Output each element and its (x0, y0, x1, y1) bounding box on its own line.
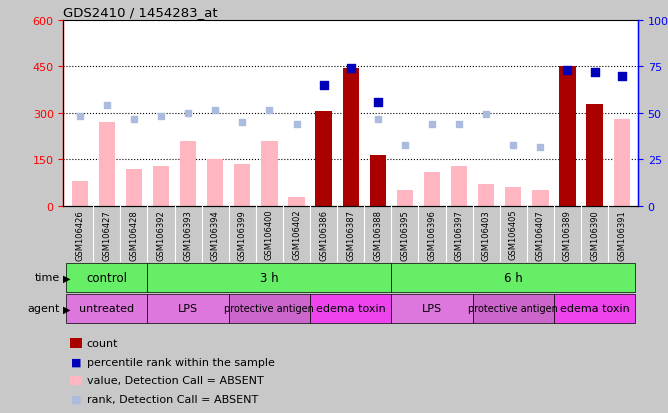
Text: 3 h: 3 h (260, 271, 279, 284)
Point (345, 66, 356, 72)
Text: GDS2410 / 1454283_at: GDS2410 / 1454283_at (63, 6, 218, 19)
Text: GSM106403: GSM106403 (482, 209, 491, 260)
Point (102, 102, 112, 109)
Bar (369, 155, 386, 206)
Bar (478, 185, 494, 206)
Text: GSM106400: GSM106400 (265, 209, 274, 260)
Point (318, 83, 329, 89)
Text: GSM106426: GSM106426 (75, 209, 84, 260)
Bar (153, 166, 169, 206)
Point (399, 143, 410, 150)
Bar (99, 123, 115, 206)
Text: rank, Detection Call = ABSENT: rank, Detection Call = ABSENT (87, 394, 258, 404)
Text: GSM106395: GSM106395 (400, 209, 409, 260)
Bar (261, 141, 277, 206)
Bar (66, 294, 148, 324)
Point (291, 121, 302, 128)
Text: GSM106402: GSM106402 (292, 209, 301, 260)
Bar (310, 294, 391, 324)
Bar (473, 294, 554, 324)
Point (264, 107, 275, 114)
Text: GSM106390: GSM106390 (590, 209, 599, 260)
Text: GSM106427: GSM106427 (102, 209, 112, 260)
Text: ▶: ▶ (63, 273, 70, 283)
Point (481, 112, 492, 119)
Text: GSM106391: GSM106391 (617, 209, 626, 260)
Text: GSM106396: GSM106396 (428, 209, 436, 260)
Bar (228, 294, 310, 324)
Bar (180, 141, 196, 206)
Text: LPS: LPS (178, 304, 198, 314)
Point (237, 120, 248, 126)
Bar (505, 188, 522, 206)
Bar (451, 166, 467, 206)
Bar (391, 263, 635, 292)
Text: ■: ■ (71, 357, 81, 367)
Point (508, 143, 518, 150)
Text: GSM106389: GSM106389 (563, 209, 572, 260)
Bar (343, 69, 359, 206)
Point (210, 107, 220, 114)
Text: LPS: LPS (422, 304, 442, 314)
Point (156, 113, 166, 120)
Bar (397, 191, 413, 206)
Bar (559, 67, 576, 206)
Bar (369, 188, 386, 206)
Text: untreated: untreated (79, 304, 134, 314)
Point (454, 121, 464, 128)
Bar (554, 294, 635, 324)
Bar (234, 165, 250, 206)
Text: agent: agent (28, 304, 60, 314)
Text: GSM106393: GSM106393 (184, 209, 192, 260)
Text: protective antigen: protective antigen (468, 304, 558, 314)
Bar (391, 294, 473, 324)
Bar (148, 263, 391, 292)
Bar (613, 120, 630, 206)
Text: GSM106428: GSM106428 (130, 209, 138, 260)
Text: ▶: ▶ (63, 304, 70, 314)
Text: GSM106405: GSM106405 (509, 209, 518, 260)
Bar (424, 173, 440, 206)
Text: GSM106399: GSM106399 (238, 209, 246, 260)
Text: percentile rank within the sample: percentile rank within the sample (87, 357, 275, 367)
Point (535, 145, 546, 151)
Bar (587, 104, 603, 206)
Bar (207, 160, 223, 206)
Text: ■: ■ (71, 394, 81, 404)
Text: GSM106387: GSM106387 (346, 209, 355, 260)
Point (589, 69, 600, 76)
Text: GSM106397: GSM106397 (455, 209, 464, 260)
Point (373, 116, 383, 123)
Text: time: time (35, 273, 60, 283)
Bar (315, 112, 332, 206)
Point (617, 73, 627, 80)
Bar (289, 197, 305, 206)
Bar (532, 191, 548, 206)
Bar (126, 169, 142, 206)
Text: edema toxin: edema toxin (560, 304, 629, 314)
Bar (148, 294, 228, 324)
Text: GSM106388: GSM106388 (373, 209, 382, 260)
Point (128, 116, 139, 123)
Text: GSM106394: GSM106394 (210, 209, 220, 260)
Text: 6 h: 6 h (504, 271, 522, 284)
Point (183, 110, 194, 117)
Point (427, 121, 438, 128)
Point (373, 99, 383, 106)
Text: value, Detection Call = ABSENT: value, Detection Call = ABSENT (87, 375, 264, 385)
Text: edema toxin: edema toxin (316, 304, 385, 314)
Text: count: count (87, 338, 118, 348)
Bar (71, 182, 88, 206)
Bar (66, 263, 148, 292)
Text: control: control (86, 271, 128, 284)
Point (74, 113, 85, 120)
Text: GSM106386: GSM106386 (319, 209, 328, 260)
Text: GSM106392: GSM106392 (156, 209, 166, 260)
Text: GSM106407: GSM106407 (536, 209, 545, 260)
Text: protective antigen: protective antigen (224, 304, 315, 314)
Point (562, 67, 573, 74)
